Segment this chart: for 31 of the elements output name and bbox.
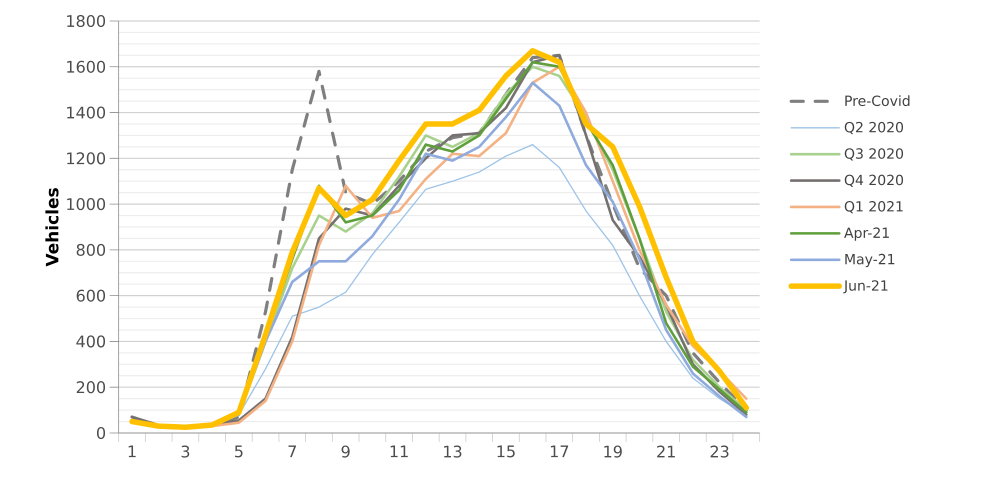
y-tick-label: 800	[76, 244, 106, 256]
legend-label: Q4 2020	[844, 174, 904, 187]
legend-label: Q3 2020	[844, 148, 904, 160]
x-tick-label: 15	[498, 446, 515, 458]
x-tick-label: 7	[288, 446, 296, 458]
legend-label: Jun-21	[843, 280, 888, 294]
x-tick-label: 11	[390, 446, 408, 458]
y-tick-label: 0	[96, 426, 106, 440]
legend-label: Apr-21	[844, 227, 889, 241]
legend-label: Q2 2020	[844, 122, 904, 134]
x-tick-label: 1	[128, 446, 136, 458]
legend-label: Pre-Covid	[845, 95, 910, 106]
y-tick-label: 1600	[67, 60, 106, 73]
x-tick-label: 3	[182, 446, 190, 458]
y-tick-label: 600	[76, 290, 106, 302]
legend-label: May-21	[845, 254, 894, 268]
x-tick-label: 19	[604, 446, 622, 458]
legend-label: Q1 2021	[844, 201, 903, 214]
x-tick-label: 21	[657, 446, 675, 458]
y-tick-label: 1800	[67, 14, 106, 28]
x-tick-label: 9	[342, 446, 350, 458]
x-tick-label: 17	[550, 446, 568, 458]
y-tick-label: 1400	[67, 106, 106, 119]
y-tick-label: 1000	[67, 198, 106, 210]
y-tick-label: 200	[76, 381, 106, 394]
x-tick-label: 23	[710, 446, 728, 458]
y-tick-label: 1200	[67, 152, 106, 164]
y-axis-title: Vehicles	[45, 188, 59, 267]
y-tick-label: 400	[76, 335, 106, 348]
x-tick-label: 13	[444, 446, 462, 458]
x-tick-label: 5	[234, 446, 243, 458]
